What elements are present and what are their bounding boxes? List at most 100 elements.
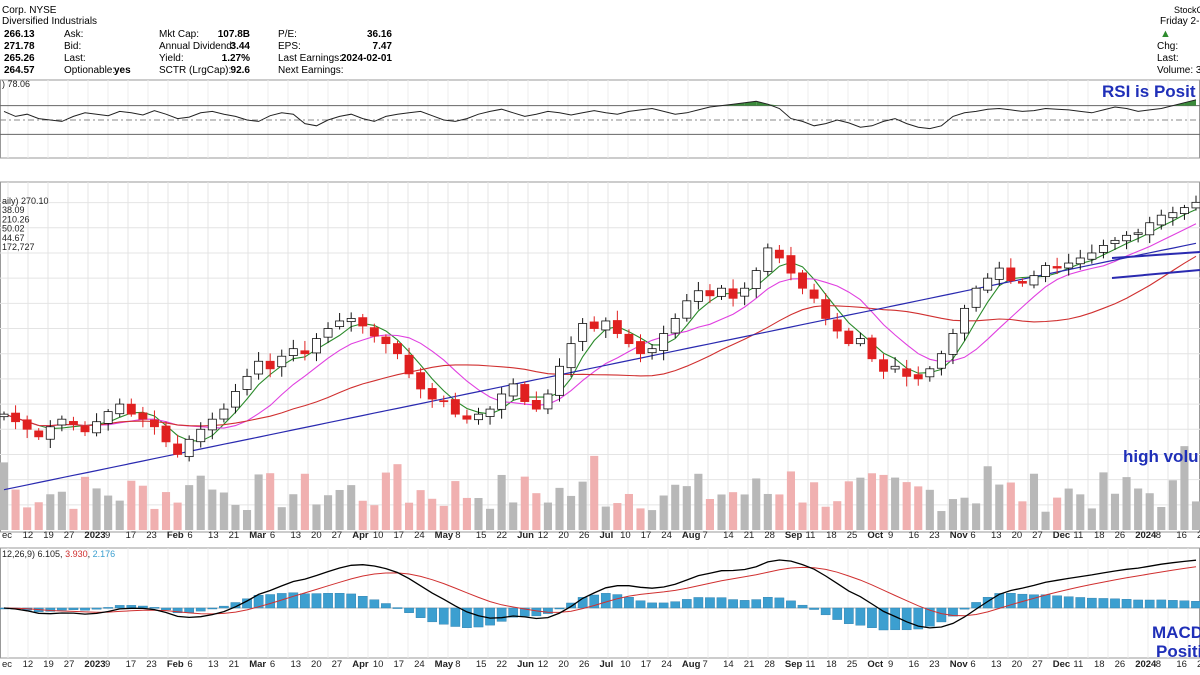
- stat-value: 7.47: [372, 41, 392, 52]
- candle-body: [636, 341, 645, 355]
- volume-bar: [960, 497, 969, 530]
- macd-histogram-bar: [1063, 596, 1074, 609]
- volume-bar: [104, 495, 113, 530]
- x-tick-label: Apr: [352, 659, 369, 670]
- candle-body: [983, 277, 993, 291]
- volume-bar: [34, 502, 43, 530]
- volume-bar: [115, 500, 124, 530]
- candle-body: [1168, 212, 1178, 219]
- volume-bar: [11, 489, 20, 530]
- x-tick-label: Jun: [517, 659, 534, 670]
- volume-bar: [370, 505, 379, 530]
- x-tick-label: 26: [1115, 530, 1126, 541]
- macd-histogram-bar: [531, 607, 542, 617]
- volume-bar: [381, 472, 390, 530]
- x-tick-label: 20: [1012, 530, 1023, 541]
- candle-body: [427, 388, 437, 400]
- candle-body: [786, 255, 796, 274]
- candle-body: [717, 287, 726, 297]
- x-tick-label: 24: [414, 530, 425, 541]
- rsi-panel: [0, 79, 1200, 159]
- macd-histogram-bar: [57, 607, 67, 611]
- candle-body: [450, 399, 460, 415]
- x-tick-label: 27: [332, 530, 343, 541]
- macd-histogram-bar: [369, 599, 380, 609]
- macd-histogram-bar: [774, 597, 785, 609]
- candle-body: [34, 430, 44, 438]
- sector-label: Diversified Industrials: [2, 16, 98, 27]
- x-tick-label: 10: [373, 530, 384, 541]
- volume-bar: [254, 474, 263, 530]
- volume-bar: [648, 510, 657, 530]
- volume-bar: [613, 503, 622, 530]
- x-tick-label: 25: [847, 659, 858, 670]
- volume-bar: [1018, 501, 1027, 530]
- macd-histogram-bar: [242, 598, 252, 609]
- candle-body: [844, 330, 854, 345]
- candle-body: [300, 350, 310, 355]
- volume-bar: [266, 473, 275, 530]
- macd-line: [3, 559, 1197, 629]
- x-tick-label: 13: [290, 659, 301, 670]
- volume-bar: [810, 482, 819, 530]
- macd-histogram-bar: [878, 607, 889, 631]
- x-tick-label: Apr: [352, 530, 369, 541]
- volume-bar: [856, 477, 865, 530]
- x-tick-label: May: [435, 659, 454, 670]
- x-tick-label: 7: [703, 659, 708, 670]
- x-tick-label: 2024: [1135, 659, 1157, 670]
- volume-bar: [786, 471, 796, 530]
- macd-histogram-bar: [762, 597, 773, 609]
- x-tick-label: Oct: [867, 659, 884, 670]
- candle-body: [184, 438, 194, 458]
- candle-body: [1064, 262, 1074, 269]
- macd-histogram-bar: [276, 593, 287, 609]
- volume-bar: [1041, 511, 1050, 530]
- x-tick-label: Aug: [682, 530, 701, 541]
- macd-histogram-bar: [959, 607, 970, 610]
- volume-bar: [1168, 480, 1177, 530]
- candle-body: [485, 408, 495, 417]
- x-tick-label: 25: [847, 530, 858, 541]
- macd-histogram-bar: [624, 597, 634, 609]
- x-tick-label: 2023: [84, 659, 105, 670]
- volume-bar: [567, 495, 576, 530]
- x-tick-label: 9: [105, 530, 110, 541]
- quote-header: Corp. NYSE Diversified Industrials 266.1…: [0, 0, 1200, 80]
- macd-histogram-bar: [265, 594, 276, 609]
- macd-histogram-bar: [809, 607, 819, 610]
- x-tick-label: 18: [826, 659, 837, 670]
- candle-body: [601, 320, 611, 331]
- x-tick-label: ec: [2, 530, 12, 541]
- x-tick-label: 17: [641, 659, 652, 670]
- macd-histogram-bar: [253, 595, 264, 609]
- volume-bar: [1006, 482, 1015, 530]
- volume-bar: [347, 485, 356, 530]
- macd-histogram-bar: [1087, 597, 1097, 609]
- macd-histogram-bar: [867, 607, 877, 628]
- candle-body: [659, 333, 669, 351]
- candle-body: [323, 328, 333, 338]
- price-legend-entry: 38.09: [2, 205, 25, 215]
- macd-histogram-bar: [357, 596, 368, 609]
- x-tick-label: 9: [105, 659, 110, 670]
- volume-bar: [555, 487, 564, 530]
- candle-body: [335, 320, 345, 327]
- macd-histogram-bar: [438, 607, 449, 625]
- x-tick-label: 21: [229, 530, 240, 541]
- macd-histogram-bar: [1133, 599, 1143, 609]
- x-tick-label: 11: [1073, 659, 1083, 670]
- x-tick-label: 18: [826, 530, 837, 541]
- candle-body: [265, 360, 275, 370]
- macd-histogram-bar: [797, 604, 808, 609]
- x-tick-label: 24: [414, 659, 425, 670]
- volume-bar: [867, 473, 877, 530]
- macd-histogram-bar: [820, 607, 831, 616]
- x-tick-label: 11: [1073, 530, 1083, 541]
- x-tick-label: 21: [229, 659, 240, 670]
- volume-bar: [1076, 494, 1085, 530]
- stat-label: SCTR (LrgCap):: [159, 65, 232, 76]
- x-tick-label: 15: [476, 659, 487, 670]
- x-tick-label: 11: [806, 530, 816, 541]
- macd-histogram-bar: [612, 594, 623, 609]
